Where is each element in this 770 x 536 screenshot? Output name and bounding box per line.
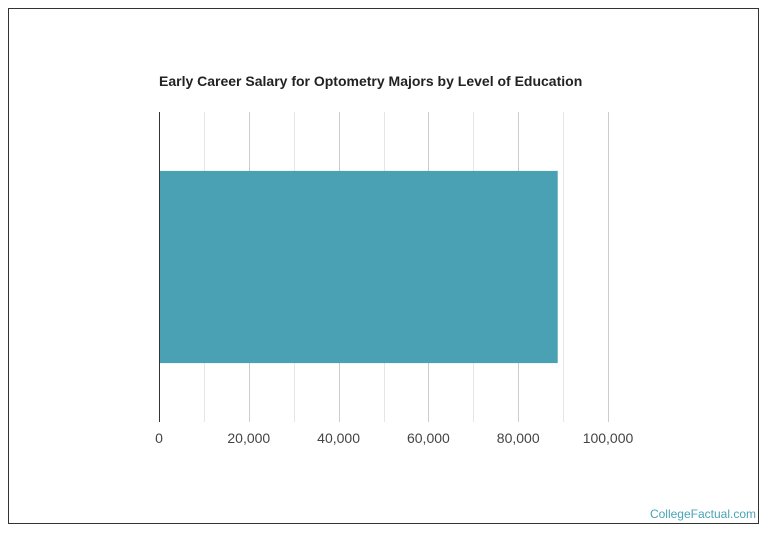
x-tick-labels: 0 20,000 40,000 60,000 80,000 100,000 xyxy=(155,430,633,446)
x-tick-label: 0 xyxy=(155,430,163,446)
x-tick-label: 40,000 xyxy=(317,430,360,446)
x-tick-label: 80,000 xyxy=(497,430,540,446)
watermark-link[interactable]: CollegeFactual.com xyxy=(649,507,756,521)
x-tick-label: 60,000 xyxy=(407,430,450,446)
bars xyxy=(159,170,558,364)
x-tick-label: 100,000 xyxy=(583,430,634,446)
bar xyxy=(159,170,558,364)
chart-title: Early Career Salary for Optometry Majors… xyxy=(159,73,583,89)
x-tick-label: 20,000 xyxy=(227,430,270,446)
